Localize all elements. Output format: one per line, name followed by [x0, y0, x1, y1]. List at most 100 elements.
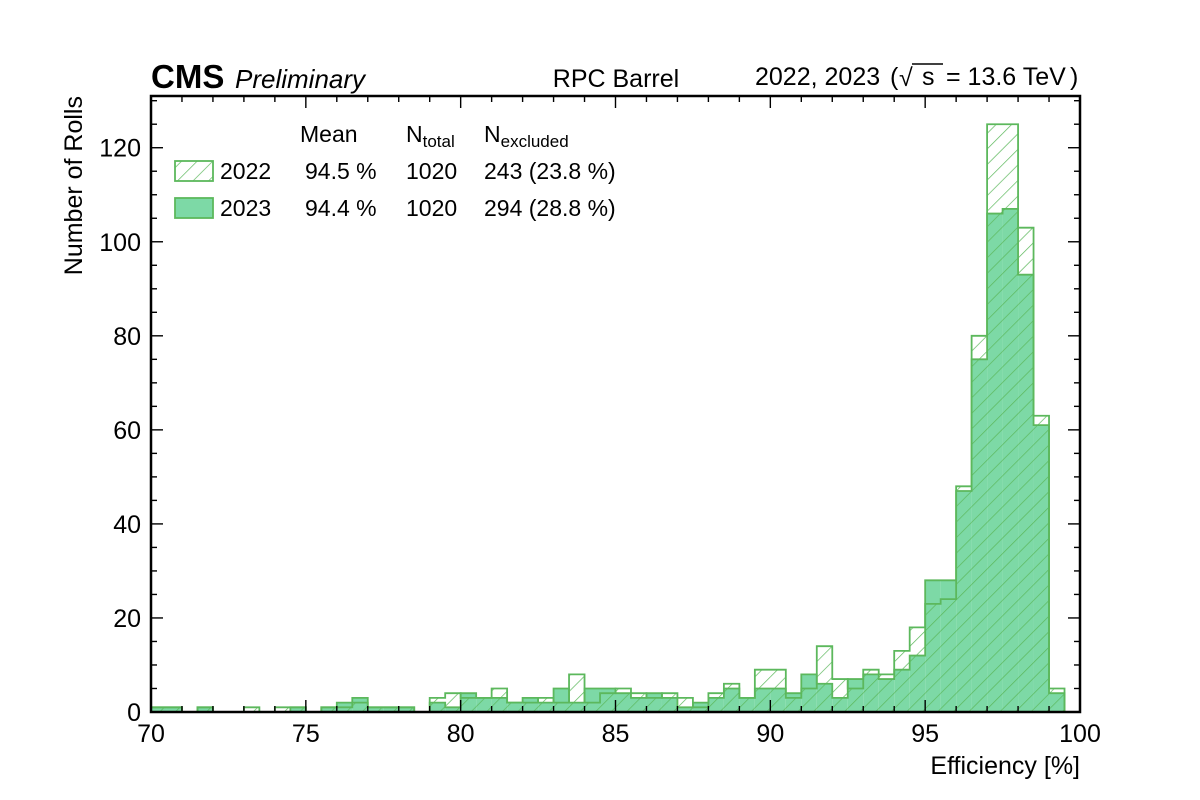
bar-2022-bin-1	[166, 707, 182, 712]
bar-2022-bin-50	[925, 603, 941, 712]
bar-2022-bin-33	[661, 693, 678, 712]
energy-value: = 13.6 TeV	[946, 63, 1066, 91]
bar-2022-bin-19	[445, 693, 461, 712]
bar-2022-bin-43	[816, 646, 833, 712]
y-tick-label: 100	[99, 229, 141, 257]
bar-2022-bin-26	[553, 702, 570, 712]
bar-2022-bin-45	[847, 688, 864, 712]
legend-swatch-2023	[174, 197, 214, 219]
energy-s: s	[922, 63, 935, 91]
bar-2022-bin-0	[151, 707, 167, 712]
y-tick-label: 120	[99, 135, 141, 163]
sqrt-symbol: √	[899, 64, 913, 92]
bar-2022-bin-58	[1049, 688, 1065, 712]
y-tick-label: 40	[113, 511, 141, 539]
svg-text:(: (	[890, 63, 899, 91]
bar-2022-bin-55	[1002, 124, 1019, 712]
bar-2022-bin-20	[460, 697, 477, 712]
bar-2022-bin-30	[615, 688, 631, 712]
x-axis-label: Efficiency [%]	[930, 752, 1080, 780]
x-tick-label: 100	[1059, 720, 1101, 748]
svg-text:): )	[1070, 63, 1078, 91]
energy-label: 2022, 2023 ( √ s = 13.6 TeV )	[755, 63, 1078, 92]
legend-mean: 94.4 %	[305, 195, 377, 221]
x-tick-label: 85	[602, 720, 630, 748]
energy-years: 2022, 2023	[755, 63, 880, 91]
bar-2022-bin-51	[940, 599, 957, 712]
legend-row-2023: 2023 94.4 % 1020 294 (28.8 %)	[174, 195, 616, 221]
bar-2022-bin-28	[584, 702, 601, 712]
bar-2022-bin-47	[878, 674, 895, 712]
axis-tick-labels: 70 75 80 85 90 95 100 0 20 40 60 80 100 120	[99, 135, 1101, 748]
bar-2022-bin-16	[398, 707, 415, 712]
legend-header-mean: Mean	[300, 121, 358, 147]
bar-2022-bin-40	[770, 669, 786, 712]
legend-nexcluded: 294 (28.8 %)	[484, 195, 616, 221]
y-tick-label: 60	[113, 417, 141, 445]
bar-2022-bin-8	[274, 707, 291, 712]
bar-2022-bin-9	[290, 707, 306, 712]
legend-year: 2022	[220, 158, 271, 184]
bar-2022-bin-49	[909, 627, 926, 712]
legend-ntotal: 1020	[406, 195, 457, 221]
bar-2022-bin-21	[476, 697, 492, 712]
bar-2022-bin-12	[336, 707, 353, 712]
bar-2022-bin-14	[367, 707, 384, 712]
region-label: RPC Barrel	[553, 65, 679, 93]
x-tick-label: 75	[292, 720, 320, 748]
bar-2022-bin-39	[754, 669, 771, 712]
bar-2022-bin-29	[600, 693, 616, 712]
x-tick-label: 90	[756, 720, 784, 748]
bar-2022-bin-3	[197, 707, 213, 712]
outline-2023	[151, 207, 1080, 712]
bar-2022-bin-54	[987, 124, 1003, 712]
bar-2022-bin-38	[739, 697, 755, 712]
histogram-outlines	[151, 123, 1080, 712]
bar-2022-bin-18	[429, 697, 446, 712]
bar-2022-bin-13	[352, 702, 368, 712]
status-label: Preliminary	[235, 64, 367, 94]
bar-2022-bin-23	[507, 702, 523, 712]
bar-2022-bin-48	[894, 650, 910, 712]
legend-year: 2023	[220, 195, 271, 221]
bar-2022-bin-15	[383, 707, 399, 712]
x-tick-label: 80	[447, 720, 475, 748]
bar-2022-bin-32	[646, 697, 662, 712]
legend-swatch-2022	[174, 160, 214, 182]
legend-row-2022: 2022 94.5 % 1020 243 (23.8 %)	[174, 158, 616, 184]
bar-2022-bin-25	[538, 697, 554, 712]
bar-2022-bin-22	[491, 688, 508, 712]
axis-ticks	[150, 96, 1081, 713]
y-tick-label: 20	[113, 605, 141, 633]
legend-mean: 94.5 %	[305, 158, 377, 184]
bar-2022-bin-34	[677, 697, 693, 712]
x-tick-label: 95	[911, 720, 939, 748]
legend-nexcluded: 243 (23.8 %)	[484, 158, 616, 184]
legend-ntotal: 1020	[406, 158, 457, 184]
bar-2022-bin-31	[630, 693, 647, 712]
legend-header-ntotal: Ntotal	[406, 121, 455, 151]
bar-2022-bin-24	[522, 702, 539, 712]
bar-2022-bin-56	[1018, 227, 1034, 712]
bar-2022-bin-11	[321, 707, 337, 712]
bar-2022-bin-44	[832, 679, 848, 712]
bar-2022-bin-27	[569, 674, 585, 712]
bar-2022-bin-46	[863, 669, 879, 712]
bar-2022-bin-35	[692, 707, 709, 712]
bar-2022-bin-41	[785, 697, 802, 712]
bar-2022-bin-42	[801, 688, 817, 712]
legend: Mean Ntotal Nexcluded 2022 94.5 % 1020 2…	[174, 121, 616, 221]
bar-2022-bin-37	[723, 683, 740, 712]
bar-2022-bin-6	[243, 707, 260, 712]
y-tick-label: 0	[127, 699, 141, 727]
bar-2022-bin-53	[971, 335, 988, 712]
legend-header-nexcluded: Nexcluded	[484, 121, 569, 151]
y-tick-label: 80	[113, 323, 141, 351]
experiment-label: CMS	[151, 58, 224, 95]
bar-2022-bin-52	[956, 486, 972, 712]
y-axis-label: Number of Rolls	[60, 96, 88, 275]
x-tick-label: 70	[137, 720, 165, 748]
bar-2022-bin-57	[1033, 415, 1050, 712]
bar-2022-bin-36	[708, 693, 724, 712]
